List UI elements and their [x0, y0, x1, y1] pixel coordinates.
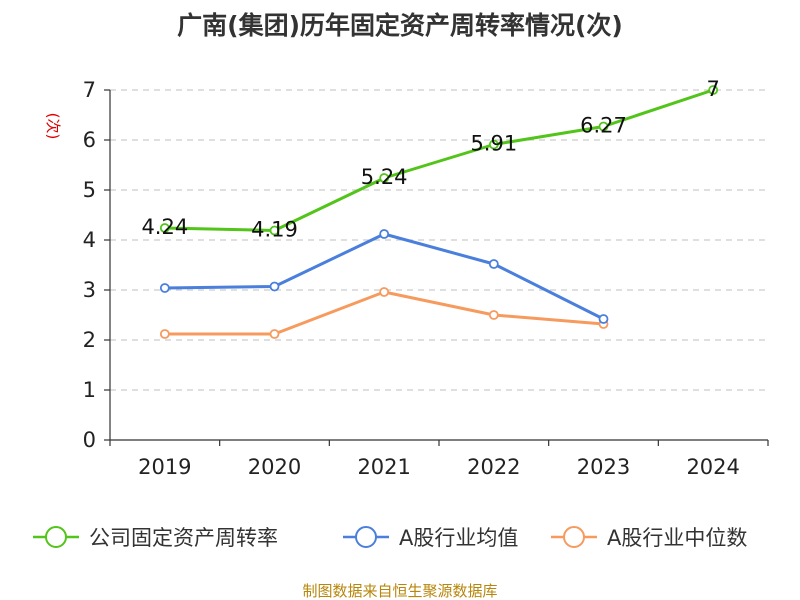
data-label: 6.27: [580, 114, 627, 138]
series-line: [164, 232, 605, 321]
y-tick-label: 6: [83, 128, 96, 152]
chart-title: 广南(集团)历年固定资产周转率情况(次): [177, 11, 623, 40]
data-point: [269, 329, 280, 339]
data-point: [379, 287, 390, 297]
data-point: [159, 223, 170, 233]
x-tick-label: 2021: [357, 455, 410, 479]
data-point: [708, 85, 719, 95]
data-point: [159, 329, 170, 339]
legend-label: A股行业均值: [399, 526, 518, 550]
data-point: [379, 173, 390, 183]
data-point: [269, 225, 280, 236]
y-tick-label: 3: [83, 278, 96, 302]
data-label: 4.19: [251, 218, 298, 242]
data-label: 7: [706, 77, 719, 101]
y-tick-label: 1: [83, 378, 96, 402]
legend-marker: [563, 526, 585, 548]
y-tick-label: 5: [83, 178, 96, 202]
x-tick-label: 2020: [248, 455, 301, 479]
data-point: [488, 259, 499, 269]
y-axis-label: (次): [44, 113, 62, 140]
data-label: 5.91: [470, 132, 517, 156]
y-tick-label: 0: [83, 428, 96, 452]
y-tick-label: 4: [83, 228, 96, 252]
series-line: [164, 88, 714, 232]
x-tick-label: 2023: [577, 455, 630, 479]
y-tick-label: 7: [83, 78, 96, 102]
x-tick-label: 2024: [686, 455, 739, 479]
legend-label: A股行业中位数: [607, 526, 747, 550]
data-label: 5.24: [361, 165, 408, 189]
x-tick-label: 2022: [467, 455, 520, 479]
legend-label: 公司固定资产周转率: [89, 526, 278, 550]
data-point: [598, 314, 609, 324]
data-labels: 4.24 4.19 5.24 5.91 6.27 7: [141, 77, 719, 242]
series-group: [159, 85, 719, 339]
data-point: [488, 310, 499, 320]
legend-marker: [355, 526, 377, 548]
data-point: [159, 283, 170, 293]
legend-marker: [45, 526, 67, 548]
series-line: [164, 290, 604, 336]
axes: 0 1 2 3 4 5 6 7 2019 2020 2021 2022 2023 2024: [83, 78, 769, 479]
source-note: 制图数据来自恒生聚源数据库: [302, 582, 497, 600]
data-point: [598, 121, 609, 132]
grid-lines: [110, 89, 768, 391]
data-point: [488, 139, 499, 150]
data-point: [269, 281, 280, 292]
legend: 公司固定资产周转率 A股行业均值 A股行业中位数: [33, 526, 747, 550]
x-tick-label: 2019: [138, 455, 191, 479]
y-tick-label: 2: [83, 328, 96, 352]
data-label: 4.24: [141, 215, 188, 239]
data-point: [379, 229, 390, 239]
